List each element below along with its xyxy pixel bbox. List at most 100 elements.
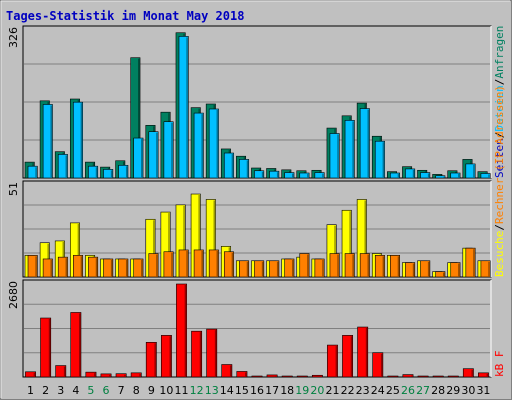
bar-top-dateien-day-10-side <box>171 122 173 178</box>
bar-middle-rechner-ip-adressen--day-24-face <box>374 255 385 278</box>
bar-middle-besuche-day-4-side <box>77 223 80 277</box>
bar-middle-rechner-ip-adressen--day-25-side <box>397 256 400 277</box>
bar-top-dateien-day-26 <box>405 168 416 179</box>
bar-middle-rechner-ip-adressen--day-29-face <box>450 262 461 278</box>
bar-top-dateien-day-2 <box>42 104 53 179</box>
bar-top-dateien-day-19-side <box>307 174 309 178</box>
bar-bottom-kb-f-day-5-face <box>85 371 97 378</box>
bar-middle-rechner-ip-adressen--day-31-side <box>488 261 490 277</box>
bar-middle-rechner-ip-adressen--day-31 <box>480 260 491 278</box>
bar-top-dateien-day-29 <box>450 172 461 179</box>
bar-middle-rechner-ip-adressen--day-9-side <box>156 254 158 277</box>
bar-bottom-kb-f-day-11-face <box>176 283 187 378</box>
bar-middle-rechner-ip-adressen--day-5-side <box>95 258 98 277</box>
bar-bottom-kb-f-day-6-face <box>100 373 112 378</box>
bar-bottom-kb-f-day-20 <box>311 374 323 378</box>
bar-top-dateien-day-11-side <box>186 37 188 178</box>
bar-bottom-kb-f-day-11-side <box>184 285 187 377</box>
bar-top-dateien-day-17-side <box>276 172 279 178</box>
bar-bottom-kb-f-day-28-face <box>432 375 444 378</box>
bar-bottom-kb-f-day-4-side <box>78 313 81 377</box>
bar-bottom-kb-f-day-26 <box>402 374 414 378</box>
bar-middle-rechner-ip-adressen--day-2-face <box>42 258 53 278</box>
bar-middle-rechner-ip-adressen--day-5 <box>88 256 99 278</box>
panel-middle-ymax-label: 51 <box>7 182 20 196</box>
bar-middle-rechner-ip-adressen--day-29 <box>450 262 461 278</box>
bar-middle-rechner-ip-adressen--day-19-side <box>307 254 309 277</box>
bar-middle-rechner-ip-adressen--day-20 <box>314 258 325 278</box>
bar-top-dateien-day-23-face <box>359 108 370 179</box>
bar-bottom-kb-f-day-28 <box>432 375 444 378</box>
bar-top-dateien-day-14-face <box>223 152 234 179</box>
bar-bottom-kb-f-day-6 <box>100 373 112 378</box>
bar-top-dateien-day-3 <box>57 154 68 179</box>
x-tick-label-day-16: 16 <box>250 384 264 397</box>
x-tick-label-day-14: 14 <box>220 384 234 397</box>
bar-top-dateien-day-16 <box>254 170 265 179</box>
bar-middle-rechner-ip-adressen--day-8-side <box>141 259 143 277</box>
bar-bottom-kb-f-day-2-side <box>48 319 51 377</box>
bar-bottom-kb-f-day-29 <box>447 375 459 378</box>
bar-bottom-kb-f-day-17 <box>266 374 278 378</box>
bar-middle-rechner-ip-adressen--day-25-face <box>390 255 401 278</box>
bar-top-dateien-day-16-face <box>254 170 265 179</box>
bar-bottom-kb-f-day-23-side <box>365 328 368 377</box>
bar-bottom-kb-f-day-12-side <box>199 332 202 377</box>
panel-bottom-legend: kB F <box>493 351 506 378</box>
bar-middle-rechner-ip-adressen--day-14-side <box>231 252 234 277</box>
bar-bottom-kb-f-day-4-face <box>70 312 82 378</box>
x-tick-label-day-30: 30 <box>461 384 475 397</box>
bar-middle-rechner-ip-adressen--day-2-side <box>50 259 52 277</box>
bar-bottom-kb-f-day-5-side <box>94 373 96 377</box>
bar-top-dateien-day-22-face <box>344 120 355 179</box>
bar-bottom-kb-f-day-30-face <box>462 368 474 378</box>
x-tick-label-day-6: 6 <box>103 384 110 397</box>
bar-top-dateien-day-30-face <box>465 163 476 179</box>
bar-middle-besuche-day-22-side <box>349 211 351 277</box>
bar-middle-rechner-ip-adressen--day-9-face <box>148 253 159 278</box>
bar-bottom-kb-f-day-8 <box>130 372 142 378</box>
bar-middle-rechner-ip-adressen--day-19 <box>299 253 310 278</box>
bar-middle-rechner-ip-adressen--day-10-side <box>171 252 173 277</box>
bar-top-dateien-day-15 <box>239 159 250 179</box>
bar-top-dateien-day-20-side <box>322 173 324 178</box>
bar-top-dateien-day-31 <box>480 173 491 179</box>
bar-bottom-kb-f-day-31 <box>478 372 489 378</box>
bar-middle-rechner-ip-adressen--day-1-side <box>35 256 37 277</box>
bar-top-dateien-day-14 <box>223 152 234 179</box>
bar-middle-rechner-ip-adressen--day-16-face <box>254 260 265 278</box>
bar-middle-rechner-ip-adressen--day-14 <box>223 251 234 278</box>
bar-middle-rechner-ip-adressen--day-10 <box>163 251 174 278</box>
bar-bottom-kb-f-day-14-side <box>229 365 232 377</box>
bar-bottom-kb-f-day-20-face <box>311 374 323 378</box>
bar-top-dateien-day-5-side <box>95 167 98 178</box>
bar-middle-rechner-ip-adressen--day-4 <box>73 255 83 278</box>
x-tick-label-day-25: 25 <box>386 384 400 397</box>
legend-separator: / <box>493 132 506 139</box>
bar-bottom-kb-f-day-2-face <box>40 317 52 378</box>
x-tick-label-day-20: 20 <box>310 384 324 397</box>
bar-middle-rechner-ip-adressen--day-7 <box>118 258 129 278</box>
bar-top-dateien-day-21-face <box>329 133 340 179</box>
bar-top-dateien-day-15-side <box>246 160 249 178</box>
x-tick-label-day-17: 17 <box>265 384 279 397</box>
bar-top-dateien-day-2-face <box>42 104 53 179</box>
bar-bottom-kb-f-day-21-face <box>327 344 338 378</box>
bar-bottom-kb-f-day-7-face <box>115 373 127 378</box>
bar-bottom-kb-f-day-14-face <box>221 364 233 378</box>
bar-middle-rechner-ip-adressen--day-11-face <box>178 249 189 278</box>
bar-top-dateien-day-25-face <box>390 172 401 179</box>
bar-middle-rechner-ip-adressen--day-4-side <box>80 256 83 277</box>
bar-bottom-kb-f-day-15 <box>236 371 248 378</box>
bar-middle-rechner-ip-adressen--day-27-face <box>420 260 431 278</box>
chart-panels: 326Seiten/Dateien/Anfragen51Besuche/Rech… <box>7 25 506 378</box>
bar-middle-rechner-ip-adressen--day-3-side <box>65 258 68 277</box>
bar-middle-rechner-ip-adressen--day-18-face <box>284 258 295 278</box>
bar-bottom-kb-f-day-3-face <box>55 365 67 378</box>
bar-bottom-kb-f-day-13 <box>206 328 218 378</box>
bar-top-dateien-day-12-side <box>201 114 203 178</box>
bar-top-dateien-day-17 <box>269 170 280 179</box>
panel-bottom-ymax-label: 2680 <box>7 281 20 309</box>
x-tick-label-day-13: 13 <box>205 384 219 397</box>
